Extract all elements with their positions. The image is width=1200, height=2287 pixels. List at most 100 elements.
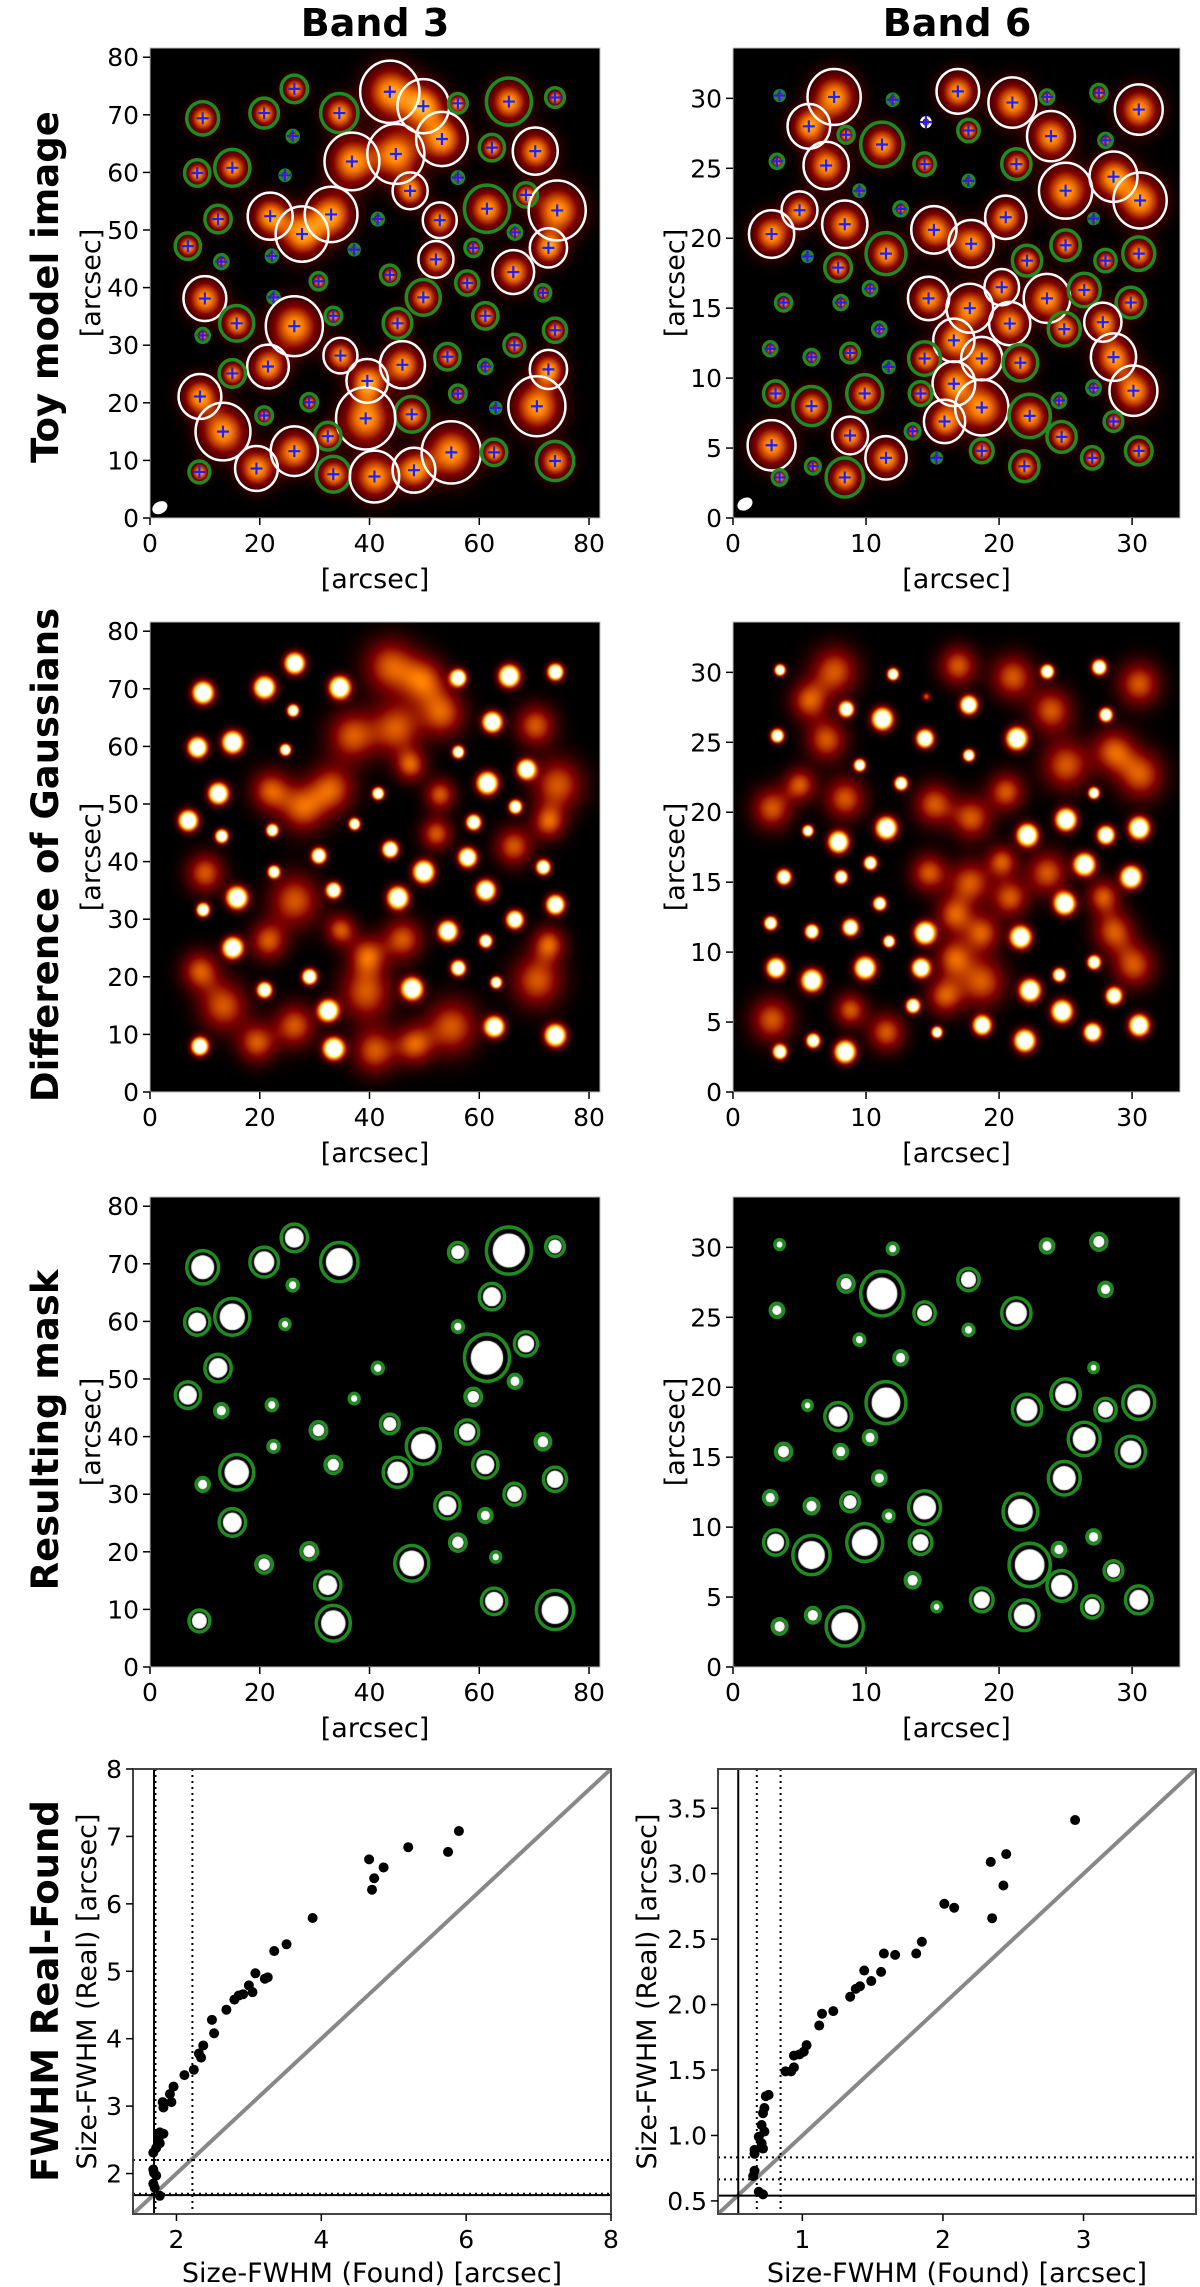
scatter-point [307,1913,318,1924]
detected-source-circle [279,1222,310,1254]
detected-source-circle [381,1455,414,1490]
detected-source-circle [453,1418,481,1446]
source-center-marker [348,243,361,256]
detected-source-circle [541,316,569,345]
source-center-marker [914,387,927,400]
x-tick-label: 30 [1116,1678,1148,1707]
y-axis-label: Size-FWHM (Real) [arcsec] [632,1814,663,2170]
undetected-source-circle [910,204,958,255]
detected-source-circle [470,300,500,331]
source-center-marker [396,358,409,371]
detected-source-circle [476,1506,494,1525]
y-tick-label: 60 [107,732,139,761]
detected-source-circle [213,147,252,188]
x-tick-label: 2 [935,2225,951,2254]
source-center-marker [258,409,271,422]
scatter-point [369,1873,380,1884]
scatter-point [250,1968,261,1979]
scatter-point [939,1898,950,1909]
scatter-point [221,2004,232,2015]
detected-source-circle [761,1528,790,1557]
source-center-marker [858,387,871,400]
undetected-source-circle [177,372,223,421]
panel-dog-band-3: 0 20 40 60 80 0 10 20 30 40 50 60 70 80 [arcsec] [arcse… [76,617,605,1169]
y-tick-label: 30 [107,331,139,360]
source-center-marker [1014,356,1027,369]
detected-source-circle [484,76,534,127]
source-center-marker [508,226,521,239]
source-center-marker [773,471,786,484]
x-tick-label: 0 [725,1678,741,1707]
source-center-marker [383,85,396,98]
scatter-point [403,1842,414,1853]
detected-source-circle [312,1569,343,1601]
band-3-mask-image [150,1197,600,1667]
scatter-point [269,1946,280,1957]
scatter-point [247,1987,258,1998]
x-axis-label: Size-FWHM (Found) [arcsec] [182,2258,562,2287]
detected-source-circle [906,1489,943,1527]
x-tick-label: 60 [463,1103,495,1132]
detected-source-circle [264,1397,280,1413]
source-center-marker [371,213,384,226]
undetected-source-circle [182,274,228,323]
source-center-marker [433,214,446,227]
detected-source-circle [1010,243,1044,278]
scatter-point [845,1991,856,2002]
undetected-source-circle [511,126,559,176]
detected-source-circle [506,1372,524,1390]
scatter-point [209,2028,220,2039]
detected-source-circle [194,326,212,345]
undetected-source-circle [334,386,397,451]
detected-source-circle [533,282,553,303]
source-center-marker [327,309,340,322]
detected-source-circle [308,270,329,292]
source-center-marker [840,128,853,141]
band-3-dog-image [150,622,600,1092]
undetected-source-circle [864,434,908,481]
detected-source-circle [968,1586,995,1614]
source-center-marker [193,465,206,478]
y-tick-label: 5 [106,1957,122,1986]
undetected-source-circle [417,239,455,280]
source-center-marker [467,241,480,254]
detected-source-circle [1045,1568,1078,1604]
detected-source-circle [318,91,360,135]
detected-source-circle [1123,1584,1154,1616]
detected-source-circle [217,1506,248,1539]
scatter-point [876,1966,887,1977]
detected-source-circle [852,1332,867,1348]
axes-frame [732,621,1181,1093]
source-center-marker [489,401,502,414]
undetected-source-circle [491,248,536,296]
y-tick-label: 2 [106,2160,122,2189]
source-center-marker [461,277,474,289]
detected-source-circle [512,1330,540,1358]
source-center-marker [549,324,561,337]
scatter-point [168,2081,179,2092]
source-center-marker [542,241,555,254]
x-tick-label: 30 [1116,529,1148,558]
source-center-marker [519,188,532,201]
x-tick-label: 60 [463,529,495,558]
source-center-marker [479,360,492,373]
detected-source-circle [450,1319,466,1335]
scatter-point [911,1948,922,1959]
undetected-source-circle [345,357,390,405]
y-tick-label: 0 [706,1653,722,1682]
x-tick-label: 20 [244,1103,276,1132]
undetected-source-circle [348,449,401,504]
scatter-point [158,2102,169,2113]
detected-source-circle [881,1508,896,1524]
source-center-marker [777,296,790,309]
scatter-point [149,2182,160,2193]
detected-source-circle [1001,1491,1040,1532]
scatter-point [878,1948,889,1959]
detected-source-circle [203,203,233,235]
source-center-marker [805,351,818,364]
y-tick-label: 25 [690,728,722,757]
detected-source-circle [999,1295,1033,1331]
source-center-marker [288,445,301,458]
source-center-marker [389,147,402,160]
axes-frame [149,47,601,519]
